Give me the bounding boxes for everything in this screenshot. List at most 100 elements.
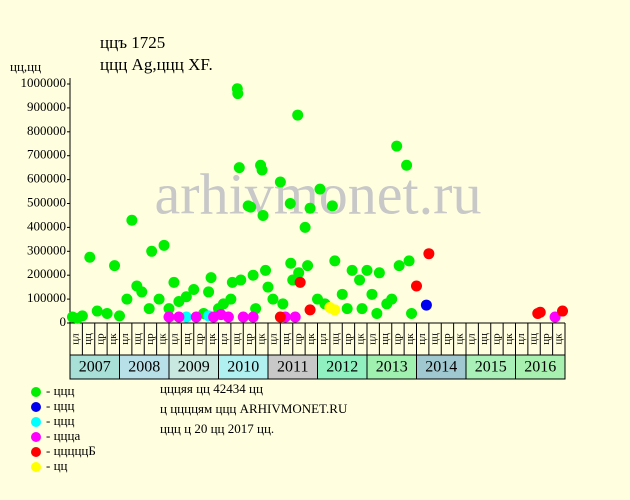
point (284, 198, 296, 209)
quarter-label: цц (181, 333, 193, 345)
point (188, 284, 200, 296)
point (203, 286, 215, 298)
note: ц ццццям ццц ARHIVMONET.RU (160, 401, 348, 416)
year-cell (119, 354, 170, 380)
year-cell (465, 354, 516, 380)
point (168, 276, 180, 288)
y-tick-label: 200000 (27, 266, 66, 281)
point (329, 255, 341, 267)
point (401, 159, 413, 171)
quarter-label: цл (416, 333, 428, 345)
point (260, 264, 272, 276)
point (205, 272, 217, 284)
point (366, 288, 378, 300)
legend-label: - ццц (46, 398, 74, 413)
point (277, 298, 289, 310)
legend-marker (31, 387, 41, 397)
point (91, 305, 103, 317)
legend-marker (31, 462, 41, 472)
quarter-label: цл (466, 333, 478, 345)
quarter-label: цл (515, 333, 527, 345)
quarter-label: цц (478, 333, 490, 345)
point (247, 311, 259, 323)
year-label: 2014 (425, 359, 457, 376)
legend-label: - цц (46, 458, 68, 473)
year-label: 2007 (79, 359, 111, 376)
point (121, 293, 133, 305)
point (126, 214, 138, 226)
point (235, 274, 247, 286)
point (326, 200, 338, 212)
quarter-label: цр (540, 333, 552, 345)
legend-label: - ццц (46, 413, 74, 428)
point (292, 109, 304, 121)
y-axis-label: цц,цц (10, 59, 41, 74)
quarter-label: цк (206, 333, 218, 345)
y-tick-label: 300000 (27, 242, 66, 257)
point (304, 304, 316, 316)
quarter-label: цк (156, 333, 168, 345)
point (361, 264, 373, 276)
point (386, 293, 398, 305)
point (245, 201, 257, 213)
legend-marker (31, 432, 41, 442)
year-cell (366, 354, 417, 380)
legend-label: - ццца (46, 428, 80, 443)
point (423, 248, 435, 260)
point (420, 299, 432, 311)
y-tick-label: 900000 (27, 99, 66, 114)
note: цццяя цц 42434 цц (160, 381, 263, 396)
point (267, 293, 279, 305)
quarter-label: цк (305, 333, 317, 345)
point (101, 307, 113, 319)
point (257, 209, 269, 221)
y-tick-label: 100000 (27, 290, 66, 305)
chart-subtitle: ццц Ag,ццц XF. (100, 55, 213, 74)
y-tick-label: 400000 (27, 218, 66, 233)
point (163, 311, 175, 323)
quarter-label: цл (218, 333, 230, 345)
point (314, 183, 326, 195)
point (294, 276, 306, 288)
quarter-label: цк (107, 333, 119, 345)
y-tick-label: 500000 (27, 194, 66, 209)
year-label: 2013 (376, 359, 408, 376)
point (346, 264, 358, 276)
point (163, 303, 175, 315)
quarter-label: цк (453, 333, 465, 345)
point (76, 310, 88, 322)
point (336, 288, 348, 300)
point (225, 293, 237, 305)
quarter-label: цц (330, 333, 342, 345)
point (84, 251, 96, 263)
point (329, 304, 341, 316)
quarter-label: цр (490, 333, 502, 345)
point (173, 311, 185, 323)
point (247, 269, 259, 281)
year-label: 2008 (128, 359, 160, 376)
point (341, 303, 353, 315)
point (262, 281, 274, 293)
point (256, 164, 268, 176)
point (403, 255, 415, 267)
year-label: 2016 (524, 359, 556, 376)
point (373, 267, 385, 279)
year-label: 2012 (326, 359, 358, 376)
point (304, 202, 316, 214)
point (274, 311, 286, 323)
point (293, 267, 305, 279)
point (146, 245, 158, 257)
point (371, 307, 383, 319)
point (232, 88, 244, 100)
quarter-label: цр (292, 333, 304, 345)
point (549, 311, 561, 323)
chart-title: ццъ 1725 (100, 33, 165, 52)
point (250, 303, 262, 315)
y-tick-label: 0 (60, 314, 67, 329)
quarter-label: цц (82, 333, 94, 345)
quarter-label: цл (268, 333, 280, 345)
point (302, 260, 314, 272)
y-tick-label: 700000 (27, 147, 66, 162)
legend-marker (31, 417, 41, 427)
quarter-label: цк (503, 333, 515, 345)
